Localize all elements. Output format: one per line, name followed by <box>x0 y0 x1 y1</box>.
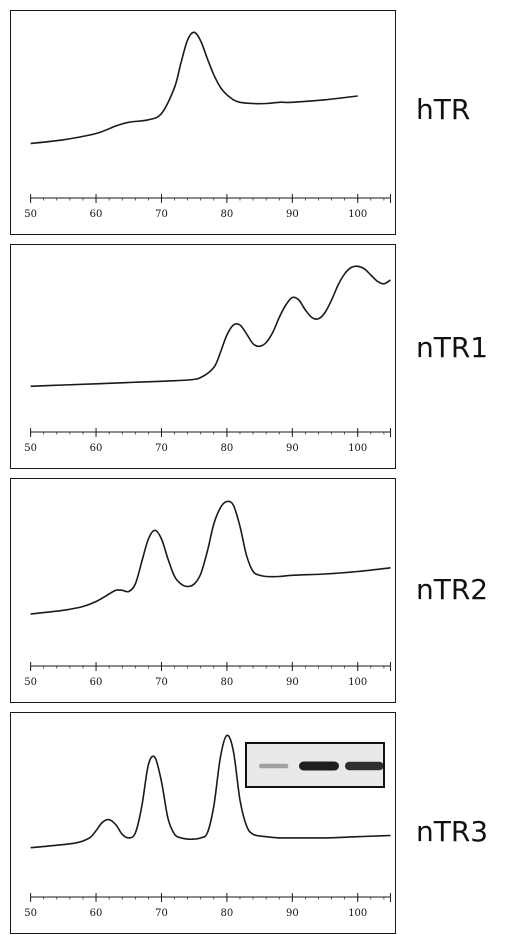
gel-inset <box>245 742 385 788</box>
x-tick-label: 100 <box>348 443 367 454</box>
chart-panel-htr: 50 60 70 80 90 100 <box>10 10 396 235</box>
x-tick-label: 90 <box>286 677 299 688</box>
x-tick-label: 50 <box>24 209 37 220</box>
x-tick-label: 90 <box>286 209 299 220</box>
gel-band <box>345 761 383 771</box>
x-tick-label: 70 <box>155 209 168 220</box>
x-tick-label: 100 <box>348 209 367 220</box>
chart-panel-ntr2: 50 60 70 80 90 100 <box>10 478 396 703</box>
gel-band <box>299 761 339 771</box>
x-tick-label: 100 <box>348 908 367 919</box>
x-tick-label: 50 <box>24 908 37 919</box>
x-tick-label: 100 <box>348 677 367 688</box>
melting-curve-ntr3: 50 60 70 80 90 100 <box>24 734 391 919</box>
x-tick-label: 80 <box>221 677 234 688</box>
x-tick-label: 60 <box>90 908 103 919</box>
sample-label-ntr3: nTR3 <box>416 815 489 848</box>
sample-label-ntr2: nTR2 <box>416 573 489 606</box>
x-tick-label: 50 <box>24 677 37 688</box>
x-tick-label: 80 <box>221 443 234 454</box>
gel-bands <box>258 761 383 771</box>
melting-curve-line <box>30 500 391 615</box>
chart-panel-ntr3: 50 60 70 80 90 100 <box>10 712 396 934</box>
x-tick-label: 80 <box>221 209 234 220</box>
x-tick-label: 90 <box>286 443 299 454</box>
sample-label-ntr1: nTR1 <box>416 331 489 364</box>
melting-curve-line <box>30 265 391 388</box>
sample-label-htr: hTR <box>416 93 471 126</box>
x-tick-label: 60 <box>90 443 103 454</box>
x-tick-label: 90 <box>286 908 299 919</box>
melting-curve-htr: 50 60 70 80 90 100 <box>24 31 391 220</box>
melting-curve-line <box>30 31 358 145</box>
x-tick-label: 60 <box>90 209 103 220</box>
x-tick-label: 60 <box>90 677 103 688</box>
gel-band <box>258 763 289 769</box>
melting-curve-ntr2: 50 60 70 80 90 100 <box>24 500 391 688</box>
melting-curve-line <box>30 734 391 849</box>
x-tick-label: 70 <box>155 443 168 454</box>
x-tick-label: 70 <box>155 908 168 919</box>
melting-curve-ntr1: 50 60 70 80 90 100 <box>24 265 391 454</box>
x-tick-label: 50 <box>24 443 37 454</box>
chart-panel-ntr1: 50 60 70 80 90 100 <box>10 244 396 469</box>
x-tick-label: 80 <box>221 908 234 919</box>
x-tick-label: 70 <box>155 677 168 688</box>
